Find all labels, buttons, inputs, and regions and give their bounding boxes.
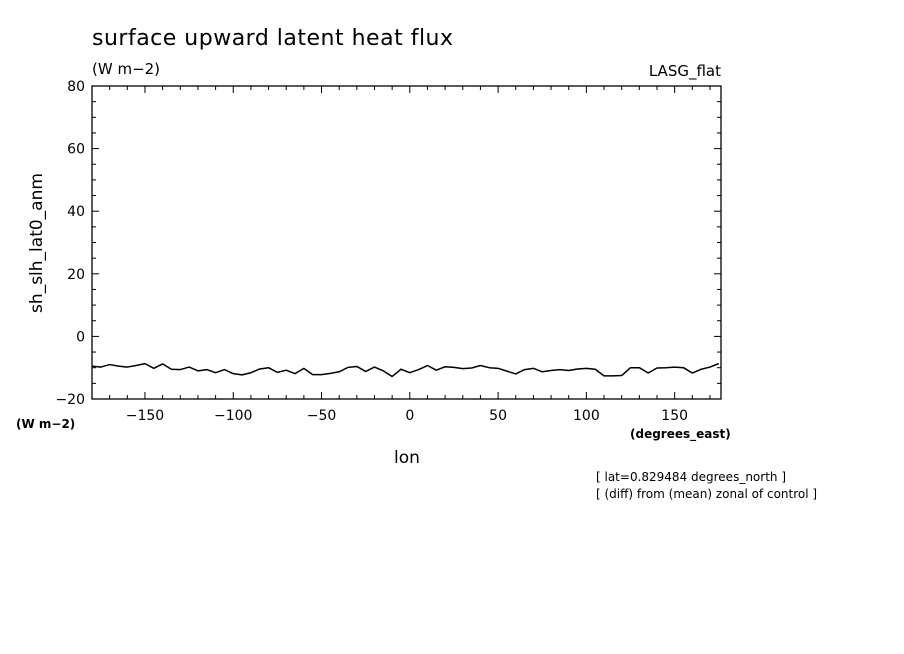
- y-tick-label: 20: [67, 267, 85, 283]
- x-tick-label: −100: [214, 408, 252, 424]
- y-tick-label: 0: [76, 329, 85, 345]
- x-tick-label: 0: [405, 408, 414, 424]
- chart-title: surface upward latent heat flux: [92, 26, 454, 51]
- y-tick-label: −20: [55, 392, 85, 408]
- plot-frame: [91, 85, 722, 400]
- diff-note: [ (diff) from (mean) zonal of control ]: [596, 487, 817, 501]
- x-tick-labels: −150 −100 −50 0 50 100 150: [126, 408, 688, 424]
- series-line: [91, 362, 720, 378]
- x-axis-units: (degrees_east): [630, 427, 731, 442]
- y-tick-labels: −20 0 20 40 60 80: [55, 79, 85, 408]
- dataset-label: LASG_flat: [649, 62, 721, 81]
- y-axis-units: (W m−2): [16, 417, 75, 431]
- x-tick-label: 50: [489, 408, 507, 424]
- x-tick-label: 100: [573, 408, 600, 424]
- y-tick-label: 60: [67, 142, 85, 158]
- tick-marks: [91, 85, 721, 400]
- title-units: (W m−2): [92, 60, 160, 78]
- y-axis-label: sh_slh_lat0_anm: [27, 173, 47, 313]
- x-tick-label: −50: [307, 408, 337, 424]
- y-tick-label: 40: [67, 204, 85, 220]
- y-tick-label: 80: [67, 79, 85, 95]
- x-tick-label: −150: [126, 408, 164, 424]
- lat-note: [ lat=0.829484 degrees_north ]: [596, 470, 786, 484]
- x-axis-label: lon: [394, 448, 420, 468]
- x-tick-label: 150: [661, 408, 688, 424]
